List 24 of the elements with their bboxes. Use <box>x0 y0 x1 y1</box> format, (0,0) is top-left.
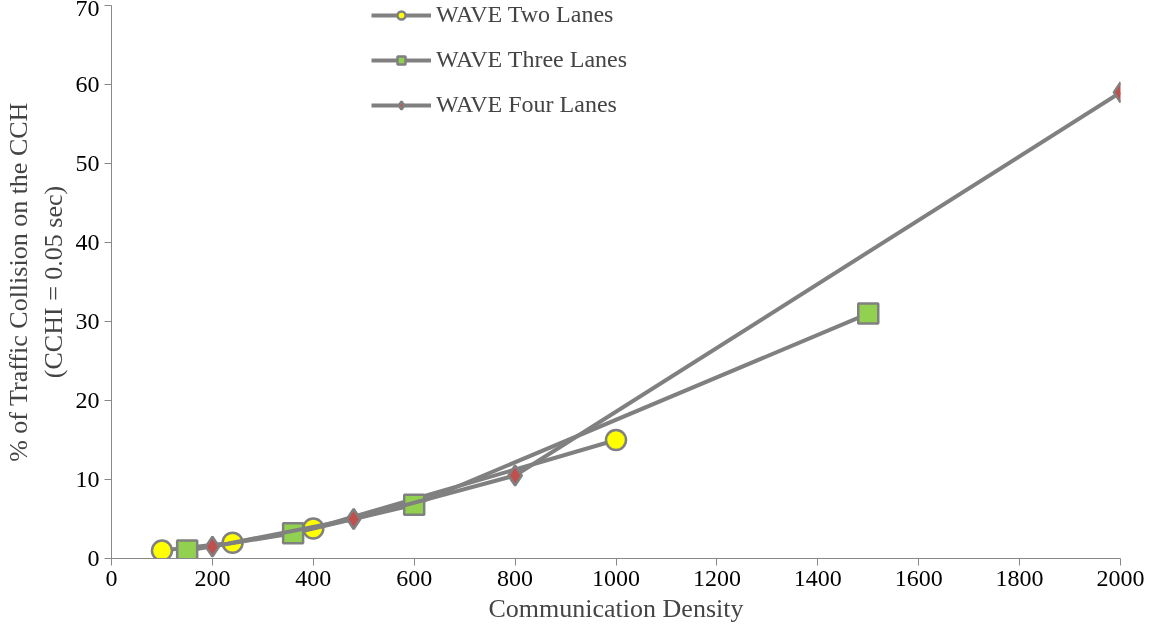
x-tick-label: 0 <box>105 564 118 591</box>
y-tick-label: 70 <box>75 0 100 21</box>
x-tick-label: 400 <box>295 564 332 591</box>
x-tick-label: 1400 <box>793 564 842 591</box>
y-tick-label: 0 <box>87 545 100 571</box>
legend-label: WAVE Two Lanes <box>436 4 614 28</box>
legend-label: WAVE Three Lanes <box>436 46 628 73</box>
x-tick-label: 1200 <box>692 564 741 591</box>
x-tick-label: 1600 <box>894 564 943 591</box>
legend-label: WAVE Four Lanes <box>436 91 617 118</box>
y-tick-label: 50 <box>75 150 100 176</box>
x-tick-label: 1000 <box>592 564 640 591</box>
x-axis-title: Communication Density <box>488 593 744 623</box>
y-axis-title: % of Traffic Collision on the CCH (CCHI = 0.05 sec) <box>3 102 68 462</box>
x-tick-label: 200 <box>194 564 231 591</box>
y-tick-label: 40 <box>75 229 100 255</box>
x-tick-label: 800 <box>497 564 534 591</box>
x-tick-label: 600 <box>396 564 433 591</box>
x-tick-label: 2000 <box>1096 564 1145 591</box>
x-tick-label: 1800 <box>995 564 1044 591</box>
y-tick-label: 30 <box>75 308 100 334</box>
y-tick-label: 60 <box>75 71 100 97</box>
y-tick-label: 10 <box>75 466 100 492</box>
y-tick-label: 20 <box>75 387 100 413</box>
